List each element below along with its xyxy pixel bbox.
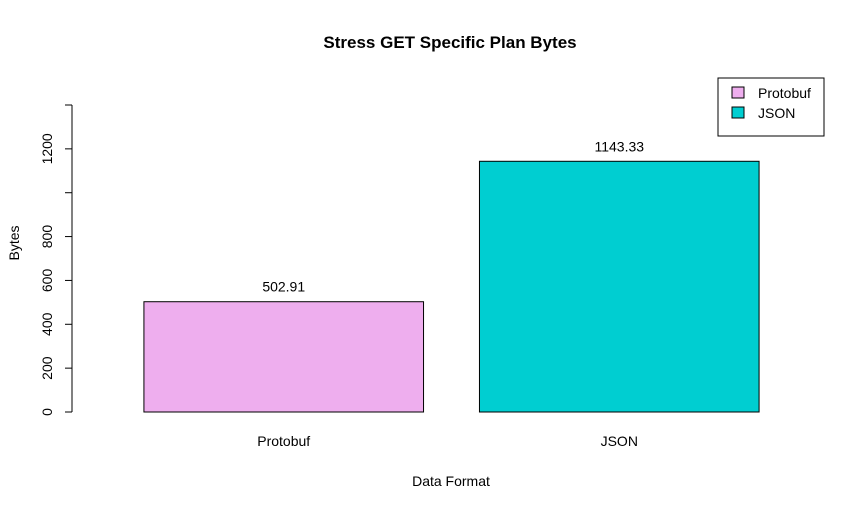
y-tick-label: 1200 (39, 133, 55, 164)
y-tick-label: 400 (39, 312, 55, 336)
bar-value-label: 1143.33 (594, 138, 644, 154)
y-axis: 0 200 400 600 800 1200 (39, 104, 73, 416)
x-tick-label: Protobuf (257, 433, 310, 449)
y-tick-label: 800 (39, 225, 55, 249)
bar (143, 301, 425, 413)
x-tick-label: JSON (601, 433, 638, 449)
bars-group: 502.91 Protobuf 1143.33 JSON (143, 138, 760, 449)
legend: Protobuf JSON (717, 77, 825, 137)
x-axis-label: Data Format (412, 473, 490, 489)
chart-title: Stress GET Specific Plan Bytes (323, 33, 576, 52)
bar-value-label: 502.91 (262, 279, 305, 295)
y-tick-label: 200 (39, 356, 55, 380)
legend-swatch (731, 86, 745, 99)
y-tick-label: 600 (39, 269, 55, 293)
y-tick-label: 0 (39, 408, 55, 416)
legend-swatch (731, 106, 745, 119)
legend-label: JSON (758, 105, 795, 121)
bar (478, 160, 760, 413)
legend-label: Protobuf (758, 85, 811, 101)
y-axis-label: Bytes (6, 225, 22, 260)
